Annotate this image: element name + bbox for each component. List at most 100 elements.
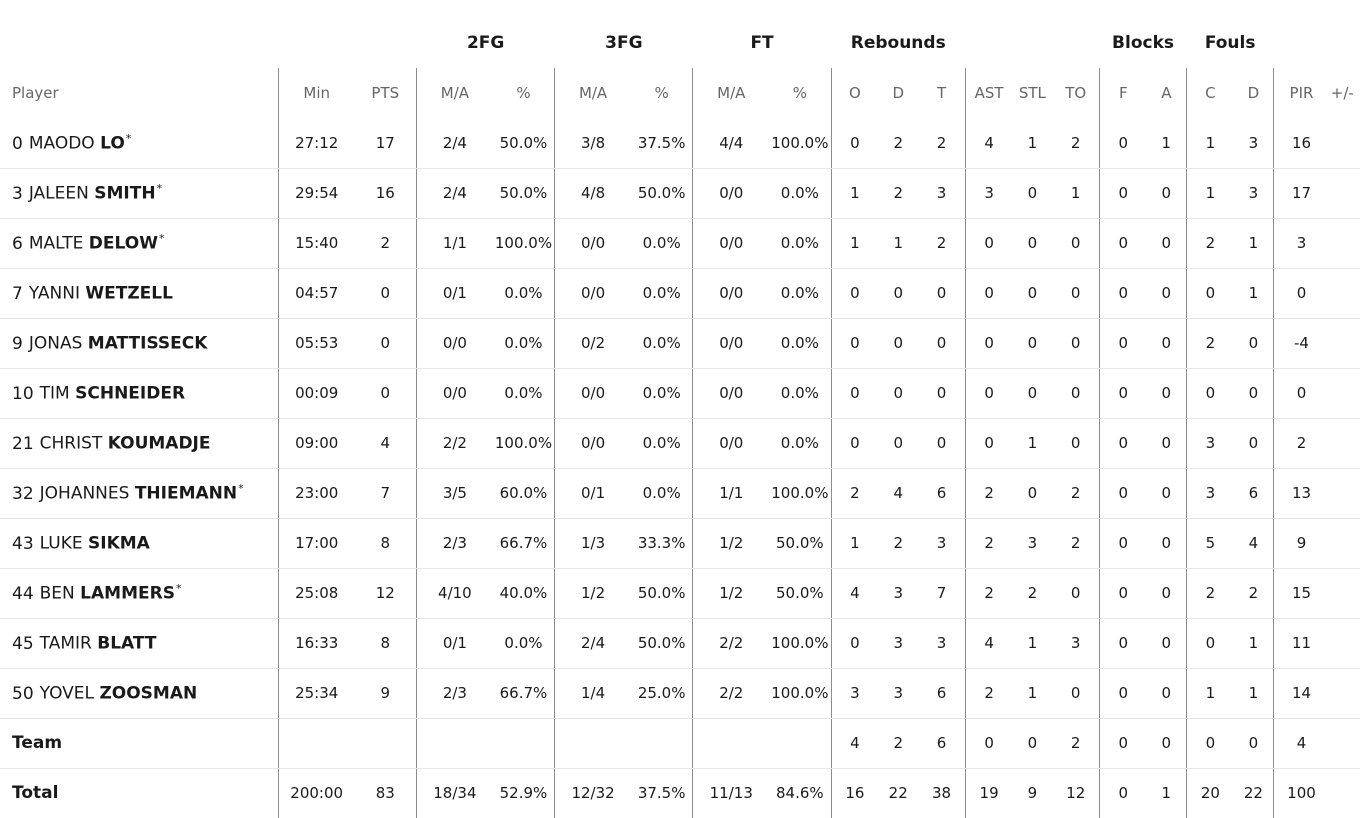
stat-stl: 0 <box>1012 468 1053 519</box>
stat-plus-minus <box>1328 668 1360 719</box>
player-first-name[interactable]: BEN <box>39 583 75 604</box>
col-header-foul-c[interactable]: C <box>1186 68 1234 118</box>
col-header-plus-minus[interactable]: +/- <box>1330 84 1354 102</box>
col-header-reb-d[interactable]: D <box>892 84 904 102</box>
stat-2fg-ma: 2/2 <box>416 418 493 469</box>
stat-ft-ma: 4/4 <box>692 118 770 169</box>
stat-3fg-pct: 33.3% <box>630 518 693 569</box>
player-cell[interactable]: 21 CHRIST KOUMADJE <box>0 418 279 469</box>
col-header-min[interactable]: Min <box>277 68 355 118</box>
col-header-pts[interactable]: PTS <box>371 84 400 102</box>
stat-pir: 16 <box>1273 118 1329 169</box>
player-cell[interactable]: 6 MALTE DELOW* <box>0 218 279 269</box>
col-header-reb-t[interactable]: T <box>936 84 947 102</box>
player-first-name[interactable]: JOHANNES <box>39 483 130 504</box>
player-cell[interactable]: 45 TAMIR BLATT <box>0 618 279 669</box>
player-last-name[interactable]: KOUMADJE <box>107 433 211 454</box>
player-first-name[interactable]: TAMIR <box>39 633 92 654</box>
player-number: 44 <box>12 583 34 604</box>
player-cell[interactable]: 50 YOVEL ZOOSMAN <box>0 668 279 719</box>
stat-ast: 0 <box>964 368 1013 419</box>
stat-ft-pct: 0.0% <box>769 318 832 369</box>
player-number: 45 <box>12 633 34 654</box>
stat-foul-d: 6 <box>1233 468 1274 519</box>
player-last-name[interactable]: BLATT <box>97 633 157 654</box>
col-header-pir[interactable]: PIR <box>1273 68 1329 118</box>
player-cell[interactable]: 10 TIM SCHNEIDER <box>0 368 279 419</box>
player-last-name[interactable]: LAMMERS <box>80 583 175 604</box>
player-last-name[interactable]: SIKMA <box>88 533 150 554</box>
player-last-name[interactable]: WETZELL <box>85 283 173 304</box>
stat-blk-a: 0 <box>1146 518 1187 569</box>
stat-plus-minus <box>1328 268 1360 319</box>
col-header-ast[interactable]: AST <box>964 68 1013 118</box>
player-number: 3 <box>12 183 23 204</box>
col-header-3fg-pct[interactable]: % <box>654 84 669 102</box>
col-header-2fg-ma[interactable]: M/A <box>416 68 493 118</box>
player-first-name[interactable]: JONAS <box>28 333 83 354</box>
player-first-name[interactable]: YANNI <box>28 283 80 304</box>
stat-2fg-pct: 0.0% <box>492 618 555 669</box>
stat-reb-t: 3 <box>918 618 966 669</box>
stat-pir: 13 <box>1273 468 1329 519</box>
col-header-2fg-pct[interactable]: % <box>516 84 531 102</box>
col-header-foul-d[interactable]: D <box>1247 84 1260 102</box>
player-last-name[interactable]: THIEMANN <box>134 483 238 504</box>
player-number: 50 <box>12 683 34 704</box>
stat-blk-f: 0 <box>1098 768 1147 818</box>
stat-foul-d: 3 <box>1233 118 1274 169</box>
stat-2fg-pct: 100.0% <box>492 218 555 269</box>
stat-pts: 7 <box>354 468 417 519</box>
stat-3fg-ma: 12/32 <box>554 768 631 818</box>
col-header-stl[interactable]: STL <box>1018 84 1046 102</box>
col-header-to[interactable]: TO <box>1065 84 1087 102</box>
player-last-name[interactable]: MATTISSECK <box>87 333 208 354</box>
player-first-name[interactable]: TIM <box>39 383 70 404</box>
col-header-ft-ma[interactable]: M/A <box>692 68 770 118</box>
stat-foul-c: 3 <box>1186 418 1234 469</box>
player-cell[interactable]: 32 JOHANNES THIEMANN* <box>0 468 279 519</box>
player-row: 45 TAMIR BLATT 16:33 8 0/1 0.0% 2/4 50.0% 2/2 100… <box>0 618 1360 669</box>
stat-3fg-ma: 0/0 <box>554 368 631 419</box>
player-cell[interactable]: 7 YANNI WETZELL <box>0 268 279 319</box>
player-first-name[interactable]: LUKE <box>39 533 83 554</box>
group-header-2fg: 2FG <box>466 33 505 53</box>
stat-reb-o: 0 <box>830 118 879 169</box>
stat-3fg-ma: 1/4 <box>554 668 631 719</box>
player-cell[interactable]: 9 JONAS MATTISSECK <box>0 318 279 369</box>
player-first-name[interactable]: MAODO <box>28 133 95 154</box>
player-first-name[interactable]: YOVEL <box>39 683 95 704</box>
col-header-player[interactable]: Player <box>12 84 59 102</box>
player-last-name[interactable]: DELOW <box>88 233 158 254</box>
stat-plus-minus <box>1328 418 1360 469</box>
player-cell[interactable]: 0 MAODO LO* <box>0 118 279 169</box>
player-cell[interactable]: 3 JALEEN SMITH* <box>0 168 279 219</box>
stat-min: 27:12 <box>277 118 355 169</box>
player-last-name[interactable]: SCHNEIDER <box>75 383 186 404</box>
stat-reb-o: 0 <box>830 268 879 319</box>
col-header-blk-f[interactable]: F <box>1098 68 1147 118</box>
stat-plus-minus <box>1328 368 1360 419</box>
player-last-name[interactable]: ZOOSMAN <box>99 683 198 704</box>
col-header-blk-a[interactable]: A <box>1161 84 1172 102</box>
stat-pir: 100 <box>1273 768 1329 818</box>
stat-2fg-ma: 0/1 <box>416 268 493 319</box>
stat-3fg-pct: 0.0% <box>630 218 693 269</box>
stat-pir: 0 <box>1273 268 1329 319</box>
col-header-3fg-ma[interactable]: M/A <box>554 68 631 118</box>
player-row: 43 LUKE SIKMA 17:00 8 2/3 66.7% 1/3 33.3% 1/2 50.… <box>0 518 1360 569</box>
player-first-name[interactable]: CHRIST <box>39 433 103 454</box>
player-last-name[interactable]: LO <box>100 133 125 154</box>
player-last-name[interactable]: SMITH <box>94 183 156 204</box>
player-cell[interactable]: 43 LUKE SIKMA <box>0 518 279 569</box>
stat-pts: 0 <box>354 318 417 369</box>
col-header-ft-pct[interactable]: % <box>792 84 807 102</box>
col-header-reb-o[interactable]: O <box>830 68 879 118</box>
player-first-name[interactable]: MALTE <box>28 233 84 254</box>
player-first-name[interactable]: JALEEN <box>28 183 89 204</box>
stat-ft-pct: 100.0% <box>769 618 832 669</box>
stat-reb-t: 6 <box>918 718 966 769</box>
player-cell[interactable]: 44 BEN LAMMERS* <box>0 568 279 619</box>
stat-reb-t: 3 <box>918 518 966 569</box>
stat-foul-d: 0 <box>1233 318 1274 369</box>
